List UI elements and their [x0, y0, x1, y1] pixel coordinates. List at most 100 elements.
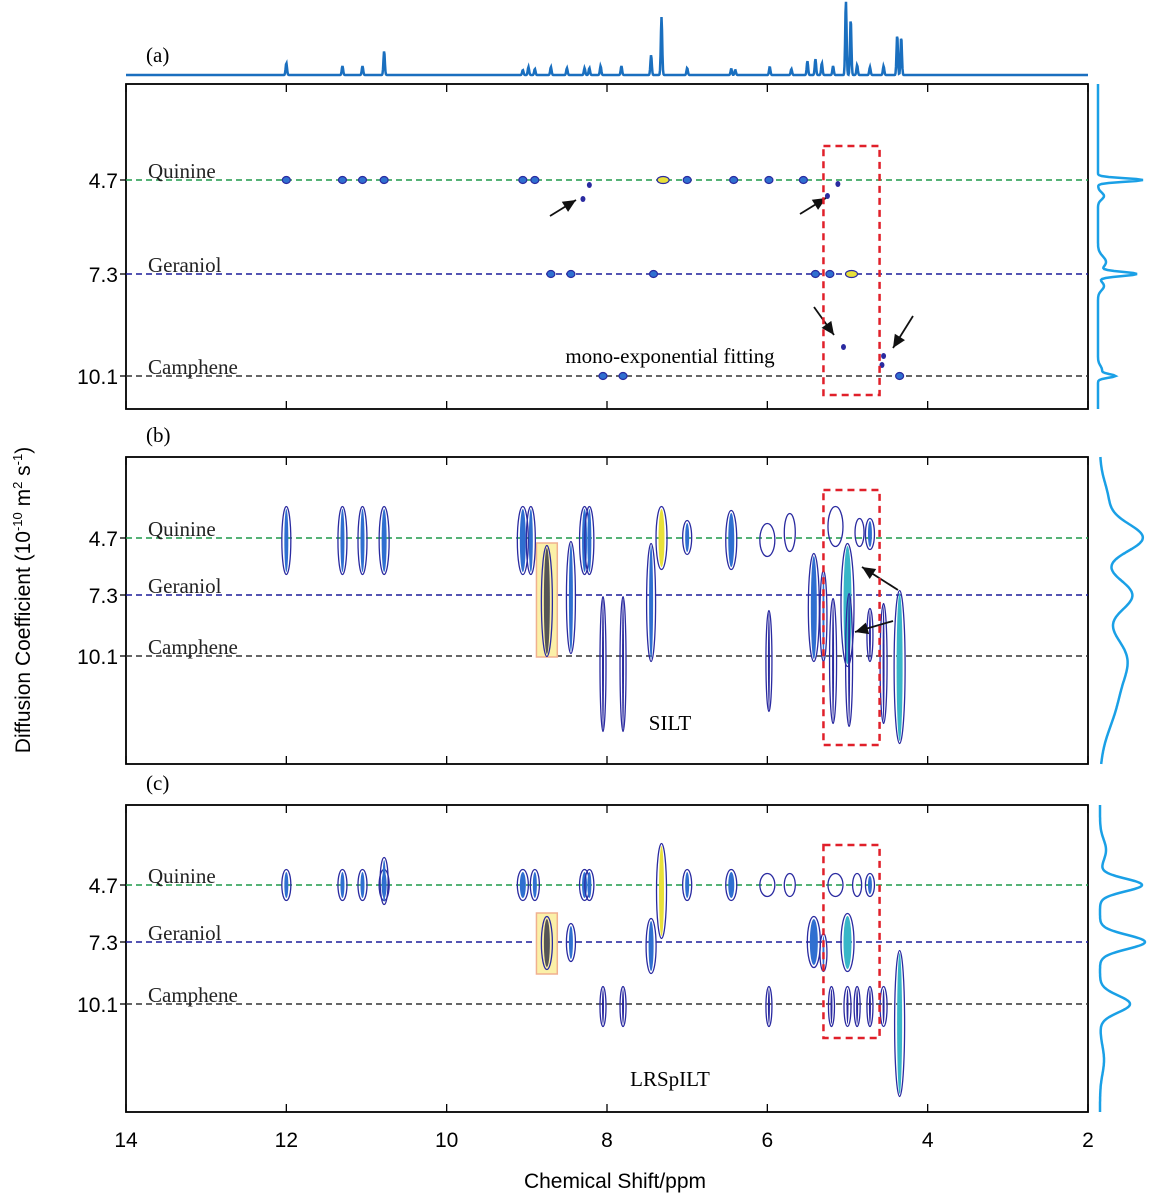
projection-c [1098, 805, 1147, 1112]
peak-streak-core [587, 872, 592, 898]
peak-streak [516, 868, 529, 902]
peak-streak [619, 595, 627, 733]
top-1d-spectrum [126, 1, 1088, 77]
y-tick-label: 10.1 [77, 994, 118, 1017]
outlier-peak [840, 344, 846, 350]
peak-contour [759, 872, 776, 898]
peak-streak-core [882, 606, 885, 721]
peak-streak [525, 505, 536, 576]
peak-streak [281, 505, 292, 576]
component-label: Camphene [148, 635, 238, 659]
peak-streak [655, 842, 668, 940]
peak-streak-core [528, 509, 533, 572]
peak-contour-core [830, 509, 840, 544]
peak-streak-core [897, 953, 903, 1094]
peak-mark [518, 175, 528, 185]
peak-streak [540, 915, 554, 971]
peak-streak [337, 505, 348, 576]
projection-b [1099, 456, 1145, 765]
peak-mark [764, 175, 774, 185]
panel-frame [125, 804, 1089, 1113]
peak-streak-core [649, 546, 654, 659]
peak-streak-core [622, 599, 625, 729]
peak-streak-core [340, 872, 345, 898]
dashed-selection-box [822, 843, 881, 1040]
component-label: Geraniol [148, 574, 222, 598]
y-tick-label: 7.3 [89, 585, 118, 608]
peak-streak [843, 985, 852, 1028]
peak-streak-core [767, 989, 770, 1024]
peak-streak [725, 868, 738, 902]
peak-streak [725, 509, 738, 571]
peak-streak-core [543, 919, 550, 967]
panel-frame [125, 456, 1089, 765]
x-tick-label: 6 [761, 1129, 773, 1152]
peak-contour-core [787, 516, 793, 549]
peak-mark [810, 269, 821, 279]
outlier-peak [580, 196, 586, 202]
peak-mark [895, 371, 905, 381]
peak-streak-core [648, 921, 654, 971]
peak-mark [825, 269, 835, 279]
dashed-selection-box [822, 488, 881, 747]
peak-streak [827, 985, 836, 1028]
peak-contour [783, 512, 796, 553]
projection-a [1096, 84, 1144, 409]
x-tick-label: 12 [275, 1129, 298, 1152]
y-tick-label: 4.7 [89, 528, 118, 551]
peak-streak-core [622, 989, 625, 1024]
panel-c: (c) Quinine 4.7 Geraniol 7.3 Camphene 10.1 LRSp… [77, 771, 1089, 1113]
x-tick-label: 14 [114, 1129, 138, 1152]
peak-streak [379, 856, 389, 906]
peak-streak-core [830, 989, 833, 1024]
peak-streak [529, 868, 540, 902]
panel-annotation: SILT [649, 711, 692, 735]
peak-streak [893, 949, 906, 1098]
peak-streak-core [543, 548, 550, 654]
peak-streak [807, 552, 820, 663]
peak-streak [765, 609, 773, 713]
peak-contour [827, 505, 844, 548]
peak-contour-core [858, 521, 862, 544]
peak-contour [851, 872, 863, 898]
peak-contour [759, 522, 776, 558]
peak-streak [357, 505, 368, 576]
peak-streak [866, 985, 874, 1028]
y-tick-label: 10.1 [77, 366, 118, 389]
arrow-head [855, 622, 870, 635]
peak-streak [584, 868, 595, 902]
peak-streak [840, 912, 855, 973]
component-label: Quinine [148, 517, 216, 541]
peak-streak-core [532, 872, 537, 898]
outlier-peak [586, 182, 592, 188]
peak-streak-core [867, 876, 872, 894]
x-tick-label: 8 [601, 1129, 613, 1152]
peak-streak [645, 917, 657, 975]
component-label: Geraniol [148, 921, 222, 945]
arrow-head [561, 200, 576, 212]
diffusion-projections [1096, 84, 1147, 1112]
peak-streak [378, 505, 390, 576]
peak-streak-core [381, 509, 387, 572]
peak-streak-core [519, 872, 526, 898]
panel-annotation: mono-exponential fitting [565, 344, 775, 368]
panel-label: (c) [146, 771, 169, 795]
component-label: Camphene [148, 355, 238, 379]
peak-streak-core [284, 872, 289, 898]
peak-streak [281, 868, 292, 902]
dashed-selection-box [822, 144, 881, 397]
peak-streak-core [832, 601, 835, 721]
peak-streak-core [848, 596, 851, 724]
peak-mark [546, 269, 556, 279]
peak-contour [827, 872, 844, 898]
peak-streak-core [856, 989, 859, 1024]
peak-streak-core [868, 611, 871, 659]
peak-mark [656, 175, 670, 185]
peak-streak-core [360, 509, 365, 572]
peak-streak [584, 505, 595, 576]
peak-mark [598, 371, 608, 381]
x-tick-label: 2 [1082, 1129, 1094, 1152]
peak-streak [516, 505, 529, 576]
peak-streak-core [568, 926, 573, 959]
